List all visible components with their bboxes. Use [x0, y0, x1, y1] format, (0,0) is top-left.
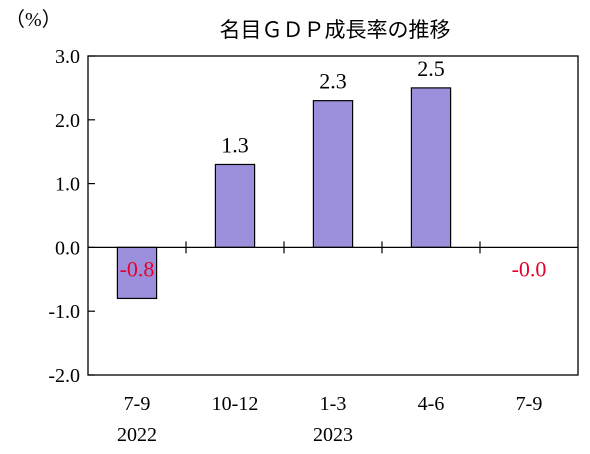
x-category-label: 10-12	[212, 393, 259, 415]
data-label: 2.5	[417, 56, 445, 81]
data-label: 1.3	[221, 132, 249, 157]
bar	[312, 100, 354, 249]
data-label: 2.3	[319, 69, 347, 94]
y-tick-label: -1.0	[48, 301, 80, 323]
y-tick-label: 1.0	[55, 174, 80, 196]
data-label: -0.8	[120, 256, 155, 281]
y-axis: 3.0 2.0 1.0 0.0 -1.0 -2.0	[48, 46, 95, 387]
x-year-label: 2022	[117, 424, 157, 446]
x-category-label: 4-6	[418, 393, 445, 415]
data-labels: -0.8 1.3 2.3 2.5 -0.0	[120, 56, 547, 281]
bar	[116, 246, 158, 300]
x-category-label: 1-3	[320, 393, 347, 415]
x-category-label: 7-9	[124, 393, 151, 415]
y-tick-label: -2.0	[48, 365, 80, 387]
data-label: -0.0	[512, 256, 547, 281]
bar	[410, 87, 452, 249]
chart-title: 名目ＧＤＰ成長率の推移	[220, 18, 451, 42]
y-tick-label: 2.0	[55, 110, 80, 132]
x-category-label: 7-9	[516, 393, 543, 415]
bar	[214, 163, 256, 249]
y-tick-label: 0.0	[55, 237, 80, 259]
x-axis: 7-9 2022 10-12 1-3 2023 4-6 7-9	[88, 241, 578, 446]
bars	[116, 87, 452, 300]
y-tick-label: 3.0	[55, 46, 80, 68]
x-year-label: 2023	[313, 424, 353, 446]
plot-area-frame	[87, 55, 579, 376]
y-axis-unit-label: （%）	[5, 8, 62, 31]
